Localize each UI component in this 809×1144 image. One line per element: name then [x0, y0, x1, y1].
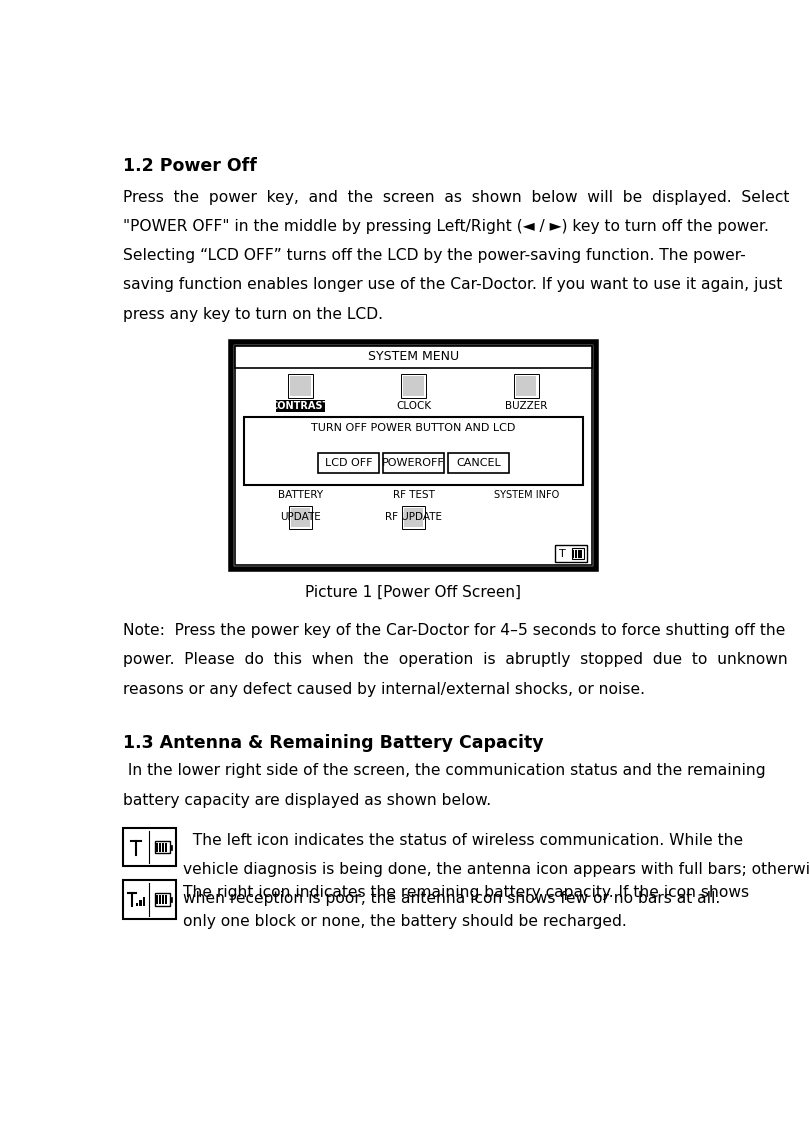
Bar — [289, 506, 312, 530]
Bar — [318, 453, 379, 472]
Text: 1.3 Antenna & Remaining Battery Capacity: 1.3 Antenna & Remaining Battery Capacity — [123, 734, 544, 752]
Bar — [159, 895, 161, 904]
Text: Press  the  power  key,  and  the  screen  as  shown  below  will  be  displayed: Press the power key, and the screen as s… — [123, 190, 790, 205]
Bar — [235, 345, 591, 565]
Bar — [291, 508, 310, 527]
Text: Selecting “LCD OFF” turns off the LCD by the power-saving function. The power-: Selecting “LCD OFF” turns off the LCD by… — [123, 248, 746, 263]
Bar — [584, 551, 586, 556]
Text: SYSTEM INFO: SYSTEM INFO — [493, 491, 559, 500]
Text: CLOCK: CLOCK — [396, 402, 431, 411]
Bar — [578, 550, 580, 557]
Bar — [165, 895, 167, 904]
Bar — [402, 506, 425, 530]
Bar — [136, 903, 138, 906]
Bar — [383, 453, 443, 472]
Text: Note:  Press the power key of the Car-Doctor for 4–5 seconds to force shutting o: Note: Press the power key of the Car-Doc… — [123, 623, 786, 638]
Bar — [514, 374, 539, 398]
Bar — [276, 400, 325, 412]
Bar — [170, 897, 172, 901]
Bar — [143, 897, 146, 906]
Bar — [156, 843, 158, 852]
Bar — [448, 453, 509, 472]
Bar — [554, 546, 587, 563]
Text: BATTERY: BATTERY — [278, 491, 323, 500]
Text: only one block or none, the battery should be recharged.: only one block or none, the battery shou… — [184, 914, 627, 929]
Bar — [288, 374, 313, 398]
Text: CONTRAST: CONTRAST — [271, 402, 330, 411]
Bar — [139, 900, 142, 906]
Text: In the lower right side of the screen, the communication status and the remainin: In the lower right side of the screen, t… — [123, 763, 765, 778]
Text: ⎕: ⎕ — [523, 419, 529, 428]
Text: - - -►: - - -► — [291, 419, 310, 428]
Text: Picture 1 [Power Off Screen]: Picture 1 [Power Off Screen] — [306, 585, 522, 599]
Bar — [290, 376, 311, 396]
Bar — [162, 895, 164, 904]
Bar — [244, 416, 583, 485]
Text: T: T — [559, 549, 565, 559]
Text: UPDATE: UPDATE — [280, 511, 321, 522]
Text: when reception is poor, the antenna icon shows few or no bars at all.: when reception is poor, the antenna icon… — [184, 891, 721, 906]
Text: The right icon indicates the remaining battery capacity. If the icon shows: The right icon indicates the remaining b… — [184, 885, 749, 900]
Bar — [231, 342, 595, 570]
Bar — [123, 828, 176, 866]
Text: power.  Please  do  this  when  the  operation  is  abruptly  stopped  due  to  : power. Please do this when the operation… — [123, 652, 788, 667]
Bar — [235, 345, 591, 367]
Text: BUZZER: BUZZER — [505, 402, 548, 411]
Text: The left icon indicates the status of wireless communication. While the: The left icon indicates the status of wi… — [184, 833, 743, 848]
Text: RF UPDATE: RF UPDATE — [385, 511, 442, 522]
Bar — [404, 508, 423, 527]
Bar — [156, 895, 158, 904]
Bar — [571, 548, 584, 559]
Text: —: — — [409, 419, 418, 428]
Text: battery capacity are displayed as shown below.: battery capacity are displayed as shown … — [123, 793, 491, 808]
Text: saving function enables longer use of the Car-Doctor. If you want to use it agai: saving function enables longer use of th… — [123, 277, 782, 293]
Text: 1.2 Power Off: 1.2 Power Off — [123, 157, 256, 175]
Bar — [404, 376, 424, 396]
Text: POWEROFF: POWEROFF — [382, 458, 445, 468]
Text: RF TEST: RF TEST — [392, 491, 434, 500]
Bar — [165, 843, 167, 852]
Bar — [572, 550, 574, 557]
Text: LCD OFF: LCD OFF — [324, 458, 372, 468]
Text: CANCEL: CANCEL — [456, 458, 501, 468]
Text: reasons or any defect caused by internal/external shocks, or noise.: reasons or any defect caused by internal… — [123, 682, 645, 697]
Bar — [401, 374, 426, 398]
Text: "POWER OFF" in the middle by pressing Left/Right (◄ / ►) key to turn off the pow: "POWER OFF" in the middle by pressing Le… — [123, 219, 769, 233]
Text: SYSTEM MENU: SYSTEM MENU — [368, 350, 459, 364]
Text: vehicle diagnosis is being done, the antenna icon appears with full bars; otherw: vehicle diagnosis is being done, the ant… — [184, 861, 809, 876]
Bar — [123, 881, 176, 919]
Bar — [155, 841, 170, 853]
Bar — [170, 845, 172, 850]
Text: TURN OFF POWER BUTTON AND LCD: TURN OFF POWER BUTTON AND LCD — [311, 422, 515, 432]
Bar — [159, 843, 161, 852]
Bar — [575, 550, 577, 557]
Bar — [162, 843, 164, 852]
Bar — [516, 376, 536, 396]
Bar — [581, 550, 582, 557]
Text: press any key to turn on the LCD.: press any key to turn on the LCD. — [123, 307, 383, 321]
Bar — [155, 893, 170, 906]
